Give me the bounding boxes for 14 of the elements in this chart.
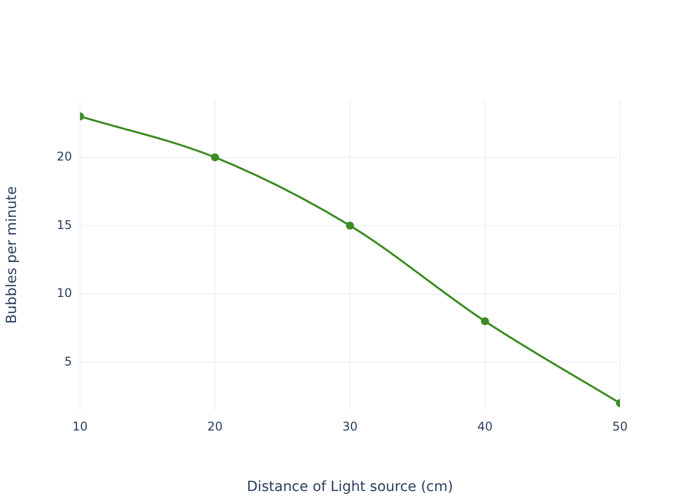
y-tick-label: 5 <box>64 354 72 368</box>
point <box>346 222 354 230</box>
x-tick-label: 20 <box>207 419 223 434</box>
point <box>211 153 219 162</box>
x-tick-label: 10 <box>72 419 88 434</box>
x-tick-label: 50 <box>612 419 628 434</box>
x-axis-title: Distance of Light source (cm) <box>246 479 454 496</box>
x-tick-label: 40 <box>477 419 493 434</box>
y-axis-title: Bubbles per minute <box>4 186 20 324</box>
point <box>481 317 489 326</box>
x-tick-label: 30 <box>342 419 358 434</box>
y-tick-label: 20 <box>56 149 72 164</box>
y-tick-label: 15 <box>56 218 72 232</box>
y-tick-label: 10 <box>56 286 72 300</box>
